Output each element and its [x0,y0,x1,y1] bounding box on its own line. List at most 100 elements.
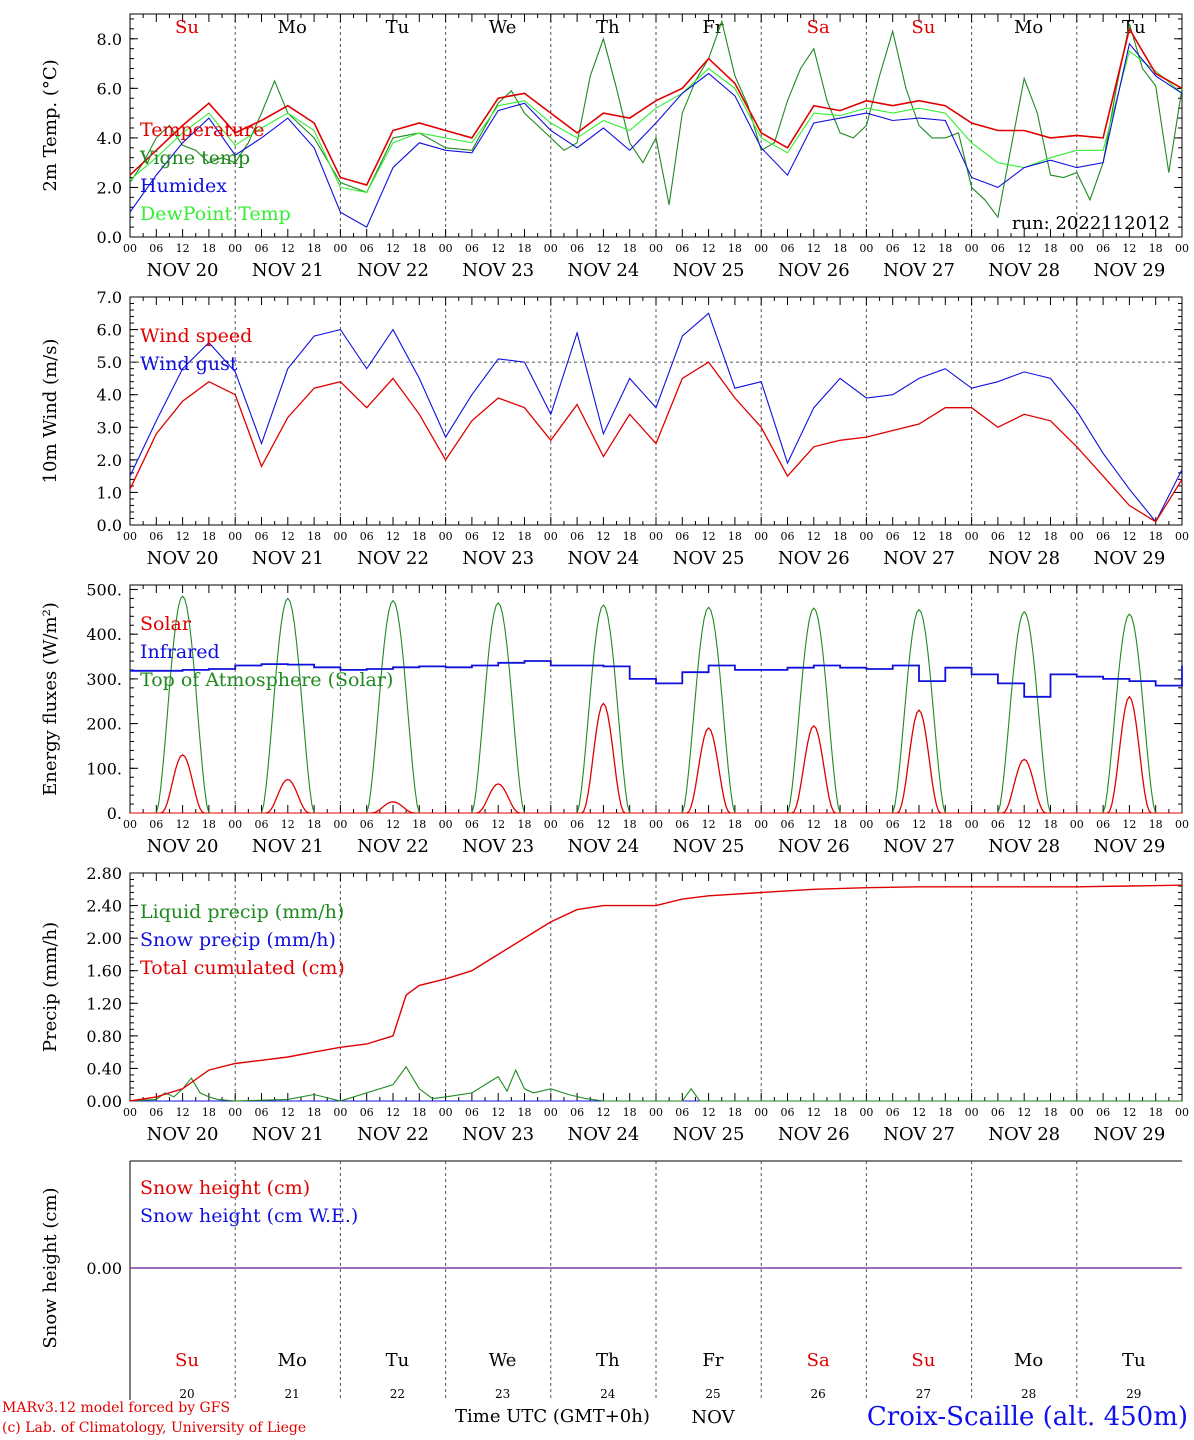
x-tick-label: 18 [833,242,847,255]
x-tick-label: 00 [228,818,242,831]
x-tick-label: 06 [360,242,374,255]
x-tick-label: 00 [439,1106,453,1119]
weekday-label-bottom: We [489,1350,517,1371]
x-tick-label: 00 [859,242,873,255]
weekday-label-bottom: Tu [1122,1350,1146,1371]
x-tick-label: 12 [281,530,295,543]
x-tick-label: 12 [912,530,926,543]
x-tick-label: 06 [360,818,374,831]
solar-curve [1107,695,1152,814]
x-tick-label: 12 [596,818,610,831]
station-label: Croix-Scaille (alt. 450m) [866,1402,1188,1432]
toa-solar-curve [1102,613,1157,814]
date-label: NOV 22 [357,1124,429,1145]
day-number: 25 [705,1387,720,1401]
x-tick-label: 00 [1070,818,1084,831]
legend-entry: Vigne temp [139,147,250,169]
x-tick-label: 12 [1122,818,1136,831]
x-tick-label: 06 [149,530,163,543]
x-tick-label: 18 [833,530,847,543]
toa-solar-curve [786,607,841,814]
x-tick-label: 00 [544,818,558,831]
y-tick-label: 4.0 [97,386,122,405]
x-tick-label: 06 [465,242,479,255]
y-tick-label: 2.0 [97,178,122,197]
weekday-label-top: Mo [278,17,307,38]
weekday-label-top: Fr [702,17,723,38]
day-number: 23 [495,1387,510,1401]
x-tick-label: 00 [333,818,347,831]
x-tick-label: 12 [1122,1106,1136,1119]
y-tick-label: 7.0 [97,288,122,307]
y-tick-label: 1.0 [97,483,122,502]
x-tick-label: 18 [412,818,426,831]
x-tick-label: 00 [123,530,137,543]
x-tick-label: 06 [570,530,584,543]
x-tick-label: 18 [412,530,426,543]
solar-curve [265,778,310,814]
date-label: NOV 28 [988,260,1060,281]
solar-curve [371,801,415,814]
x-tick-label: 18 [518,530,532,543]
x-tick-label: 00 [965,1106,979,1119]
x-tick-label: 18 [833,1106,847,1119]
date-label: NOV 29 [1093,1124,1165,1145]
weekday-label-top: Tu [386,17,410,38]
day-number: 24 [600,1387,616,1401]
x-tick-label: 00 [228,242,242,255]
x-tick-label: 00 [1175,530,1189,543]
x-tick-label: 00 [1175,242,1189,255]
x-tick-label: 00 [123,818,137,831]
x-tick-label: 12 [1017,530,1031,543]
x-tick-label: 12 [491,242,505,255]
x-tick-label: 18 [623,818,637,831]
panel-1 [129,13,1183,238]
x-tick-label: 12 [386,818,400,831]
x-tick-label: 06 [465,818,479,831]
x-tick-label: 00 [123,1106,137,1119]
legend-entry: DewPoint Temp [140,203,291,225]
y-axis-title: 10m Wind (m/s) [40,339,61,484]
weekday-label-top: Th [596,17,620,38]
series-line-infrared [130,660,1183,698]
x-tick-label: 06 [675,818,689,831]
x-tick-label: 06 [255,242,269,255]
x-tick-label: 00 [439,242,453,255]
series-line-wind-speed [129,361,1183,523]
legend-entry: Infrared [140,641,220,663]
day-number: 28 [1021,1387,1036,1401]
solar-curve [791,724,837,814]
x-tick-label: 18 [518,818,532,831]
legend-entry: Total cumulated (cm) [140,957,345,979]
x-tick-label: 00 [333,530,347,543]
solar-curve [160,754,205,814]
weekday-label-bottom: Th [596,1350,620,1371]
x-tick-label: 06 [149,1106,163,1119]
date-label: NOV 24 [567,260,639,281]
legend-entry: Humidex [140,175,227,197]
x-tick-label: 18 [623,1106,637,1119]
x-tick-label: 12 [596,242,610,255]
x-tick-label: 00 [228,530,242,543]
x-tick-label: 00 [754,1106,768,1119]
x-tick-label: 12 [702,818,716,831]
x-tick-label: 12 [702,242,716,255]
date-label: NOV 27 [883,548,955,569]
x-tick-label: 18 [1044,242,1058,255]
x-tick-label: 06 [1096,1106,1110,1119]
date-label: NOV 27 [883,836,955,857]
weekday-label-top: Sa [807,17,830,38]
date-label: NOV 26 [778,836,850,857]
toa-solar-curve [576,604,631,814]
day-number: 22 [390,1387,405,1401]
x-tick-label: 18 [202,1106,216,1119]
x-tick-label: 18 [833,818,847,831]
x-tick-label: 18 [1044,818,1058,831]
x-tick-label: 18 [1044,1106,1058,1119]
x-tick-label: 06 [781,1106,795,1119]
y-tick-label: 1.60 [86,962,122,981]
x-tick-label: 06 [465,530,479,543]
legend-entry: Solar [140,613,192,635]
x-tick-label: 06 [570,818,584,831]
y-tick-label: 0.0 [97,228,122,247]
